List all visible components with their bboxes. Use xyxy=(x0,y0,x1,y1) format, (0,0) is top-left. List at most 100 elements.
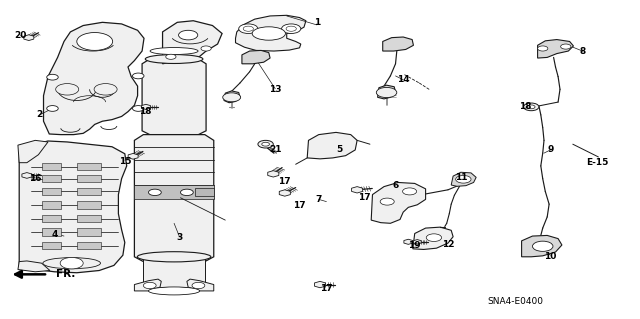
Circle shape xyxy=(282,24,301,33)
Polygon shape xyxy=(242,50,270,64)
Polygon shape xyxy=(18,140,48,163)
Text: 16: 16 xyxy=(29,174,42,183)
Polygon shape xyxy=(77,242,101,249)
Text: 7: 7 xyxy=(316,195,322,204)
Circle shape xyxy=(132,73,144,79)
Polygon shape xyxy=(413,227,453,249)
Circle shape xyxy=(243,26,253,31)
Circle shape xyxy=(456,175,471,183)
Circle shape xyxy=(262,142,269,146)
Circle shape xyxy=(426,234,442,241)
Circle shape xyxy=(527,105,535,109)
Polygon shape xyxy=(42,163,61,170)
Ellipse shape xyxy=(252,27,285,40)
Text: 17: 17 xyxy=(293,201,306,210)
Circle shape xyxy=(223,93,241,102)
Ellipse shape xyxy=(43,258,100,269)
Text: 14: 14 xyxy=(397,75,410,84)
Text: 4: 4 xyxy=(51,230,58,239)
Polygon shape xyxy=(134,135,214,262)
Polygon shape xyxy=(383,37,413,51)
Polygon shape xyxy=(314,281,326,288)
Polygon shape xyxy=(307,132,357,159)
Circle shape xyxy=(56,84,79,95)
Circle shape xyxy=(538,46,548,51)
Polygon shape xyxy=(77,175,101,182)
Ellipse shape xyxy=(145,55,203,63)
Circle shape xyxy=(380,198,394,205)
Polygon shape xyxy=(187,279,214,291)
Text: 6: 6 xyxy=(392,181,399,189)
Text: 9: 9 xyxy=(547,145,554,154)
Polygon shape xyxy=(279,190,291,196)
Circle shape xyxy=(166,54,176,59)
Polygon shape xyxy=(224,91,240,103)
Polygon shape xyxy=(77,228,101,236)
Text: E-15: E-15 xyxy=(587,158,609,167)
Text: 2: 2 xyxy=(36,110,43,119)
Text: 21: 21 xyxy=(269,145,282,154)
Polygon shape xyxy=(44,22,144,135)
Ellipse shape xyxy=(138,252,211,262)
Text: 8: 8 xyxy=(579,47,586,56)
Polygon shape xyxy=(413,240,421,244)
Polygon shape xyxy=(77,215,101,222)
Text: 17: 17 xyxy=(278,177,291,186)
Circle shape xyxy=(47,74,58,80)
Text: FR.: FR. xyxy=(56,269,76,279)
Ellipse shape xyxy=(148,287,200,295)
Circle shape xyxy=(239,24,258,33)
Circle shape xyxy=(376,87,397,98)
Circle shape xyxy=(77,33,113,50)
Polygon shape xyxy=(522,235,562,257)
Polygon shape xyxy=(538,40,573,58)
Circle shape xyxy=(403,188,417,195)
Polygon shape xyxy=(268,171,279,177)
Circle shape xyxy=(286,26,296,31)
Polygon shape xyxy=(42,242,61,249)
Text: 17: 17 xyxy=(320,284,333,293)
Circle shape xyxy=(524,103,539,111)
Text: 3: 3 xyxy=(176,233,182,242)
Polygon shape xyxy=(42,201,61,209)
Text: SNA4-E0400: SNA4-E0400 xyxy=(488,297,544,306)
Polygon shape xyxy=(77,188,101,195)
Circle shape xyxy=(532,241,553,251)
Polygon shape xyxy=(18,261,50,272)
Polygon shape xyxy=(24,35,34,41)
Polygon shape xyxy=(42,188,61,195)
Polygon shape xyxy=(42,175,61,182)
Text: 12: 12 xyxy=(442,240,454,249)
Polygon shape xyxy=(378,85,396,99)
Circle shape xyxy=(148,189,161,196)
Text: 20: 20 xyxy=(14,31,27,40)
Circle shape xyxy=(258,140,273,148)
Text: 1: 1 xyxy=(314,18,320,27)
Polygon shape xyxy=(351,187,363,193)
Circle shape xyxy=(561,44,571,49)
Text: 13: 13 xyxy=(269,85,282,94)
Text: 18: 18 xyxy=(518,102,531,111)
Polygon shape xyxy=(77,201,101,209)
Circle shape xyxy=(143,282,156,289)
Ellipse shape xyxy=(150,48,198,55)
Circle shape xyxy=(47,106,58,111)
Polygon shape xyxy=(19,141,127,273)
Circle shape xyxy=(201,46,211,51)
Polygon shape xyxy=(163,21,222,64)
Circle shape xyxy=(94,84,117,95)
Circle shape xyxy=(132,106,144,111)
Polygon shape xyxy=(195,188,214,196)
Polygon shape xyxy=(42,228,61,236)
Text: 10: 10 xyxy=(544,252,557,261)
Polygon shape xyxy=(141,104,150,109)
Text: 15: 15 xyxy=(118,157,131,166)
Text: 5: 5 xyxy=(336,145,342,154)
Polygon shape xyxy=(42,215,61,222)
Circle shape xyxy=(179,30,198,40)
Text: 18: 18 xyxy=(139,107,152,116)
Polygon shape xyxy=(134,185,214,199)
Polygon shape xyxy=(371,182,426,223)
Polygon shape xyxy=(22,173,32,178)
Circle shape xyxy=(180,189,193,196)
